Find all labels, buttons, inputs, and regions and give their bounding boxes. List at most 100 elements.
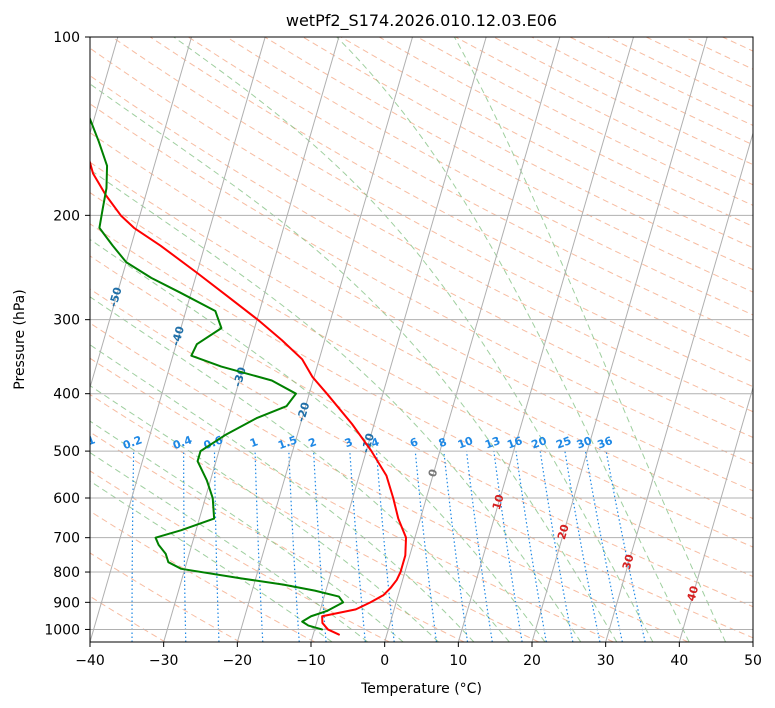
isotherm--10 (310, 37, 487, 642)
mixing-ratio-line-10 (465, 451, 493, 642)
isotherm--50 (90, 37, 192, 390)
x-tick-label: 20 (523, 653, 541, 669)
moist-adiabat-20 (90, 238, 546, 642)
mixing-ratio-line-6 (414, 451, 438, 642)
temperature-line (90, 159, 408, 636)
moist-adiabat-40 (336, 37, 690, 642)
mixing-ratio-label: 10 (456, 434, 475, 452)
y-tick-label: 300 (53, 313, 80, 329)
moist-adiabat-5 (90, 385, 439, 642)
dry-adiabat-430 (188, 37, 753, 339)
isotherm-label: 20 (555, 522, 572, 541)
profile-series (90, 116, 408, 636)
mixing-ratio-label: 0.2 (121, 433, 144, 452)
x-tick-label: −40 (75, 653, 105, 669)
isotherm-label: -10 (359, 431, 377, 454)
mixing-ratio-label: 0.4 (171, 433, 194, 452)
y-tick-label: 600 (53, 491, 80, 507)
isotherm-label: 10 (490, 493, 507, 512)
mixing-ratio-label: 16 (505, 434, 524, 452)
x-axis: −40 −30 −20 −10 0 10 20 30 40 50 (75, 642, 762, 669)
y-tick-label: 1000 (44, 622, 80, 638)
y-tick-label: 100 (53, 30, 80, 46)
x-tick-label: −10 (296, 653, 326, 669)
dry-adiabats (90, 37, 753, 642)
dewpoint-line (90, 116, 345, 631)
x-tick-label: −30 (149, 653, 179, 669)
x-axis-label: Temperature (°C) (360, 681, 482, 697)
isotherm--30 (163, 37, 340, 642)
x-tick-label: 50 (744, 653, 762, 669)
y-axis: 100 200 300 400 500 600 700 800 900 1000 (44, 30, 90, 638)
mixing-ratio-label: 36 (596, 434, 615, 452)
dry-adiabat-350 (90, 192, 753, 548)
moist-adiabat-15 (90, 296, 510, 642)
chart-title: wetPf2_S174.2026.010.12.03.E06 (286, 11, 557, 31)
y-tick-label: 500 (53, 444, 80, 460)
mixing-ratio-label: 30 (575, 434, 594, 452)
mixing-ratio-label: 25 (554, 434, 573, 451)
dry-adiabat-360 (90, 161, 753, 520)
x-tick-label: 40 (670, 653, 688, 669)
mixing-ratio-label: 13 (483, 434, 502, 451)
isotherm-label: -20 (294, 400, 312, 423)
isotherm-40 (678, 385, 753, 642)
y-tick-label: 200 (53, 208, 80, 224)
isotherm-20 (531, 37, 708, 642)
plot-area: -100-90-80-70-60-50-40-30-20-10010203040… (74, 37, 753, 642)
isotherms (90, 37, 753, 642)
mixing-ratio-label: 0.1 (74, 433, 97, 452)
plot-frame (89, 36, 754, 643)
isotherm-30 (605, 131, 753, 642)
y-tick-label: 700 (53, 531, 80, 547)
dry-adiabat-400 (90, 47, 753, 413)
isotherm--40 (90, 37, 266, 642)
mixing-ratio-line-13 (493, 451, 523, 642)
isotherm-10 (457, 37, 634, 642)
dry-adiabat-290 (90, 393, 539, 642)
y-tick-label: 400 (53, 387, 80, 403)
mixing-ratio-label: 3 (343, 435, 355, 450)
isotherm--20 (236, 37, 413, 642)
dry-adiabat-390 (90, 75, 753, 438)
dry-adiabat-240 (90, 595, 166, 642)
moist-adiabat--10 (90, 480, 333, 642)
mixing-ratio-label: 2 (307, 435, 319, 450)
mixing-ratio-line-4 (375, 451, 395, 642)
x-tick-label: 10 (449, 653, 467, 669)
mixing-ratio-label: 8 (437, 435, 449, 450)
mixing-ratio-lines (131, 450, 646, 642)
isotherm-label: -40 (169, 324, 187, 347)
mixing-ratio-line-3 (349, 451, 366, 642)
mixing-ratio-label: 6 (408, 435, 420, 450)
dry-adiabat-320 (90, 288, 753, 639)
y-axis-label: Pressure (hPa) (12, 289, 28, 389)
isotherm-label: 40 (684, 584, 701, 603)
dry-adiabat-250 (90, 552, 241, 642)
isotherm-label: 0 (426, 467, 441, 478)
mixing-ratio-line-30 (584, 450, 623, 642)
isotherm-0 (384, 37, 561, 642)
mixing-ratio-line-8 (443, 451, 469, 642)
dry-adiabat-280 (90, 431, 465, 642)
dry-adiabat-310 (90, 322, 689, 642)
dry-adiabat-440 (226, 37, 753, 316)
mixing-ratio-label: 1 (248, 435, 260, 450)
x-tick-label: 30 (597, 653, 615, 669)
mixing-ratio-line-36 (605, 450, 646, 642)
mixing-ratio-label: 1.5 (276, 433, 299, 452)
x-tick-label: 0 (380, 653, 389, 669)
dry-adiabat-270 (90, 470, 390, 642)
mixing-ratio-label: 4 (369, 435, 381, 450)
y-tick-label: 800 (53, 565, 80, 581)
moist-adiabat-10 (90, 344, 475, 642)
y-tick-label: 900 (53, 595, 80, 611)
mixing-ratio-label: 20 (530, 434, 549, 452)
isotherm-label: -50 (107, 285, 125, 308)
isotherm-label: 30 (620, 553, 637, 572)
moist-adiabat-45 (453, 37, 727, 642)
